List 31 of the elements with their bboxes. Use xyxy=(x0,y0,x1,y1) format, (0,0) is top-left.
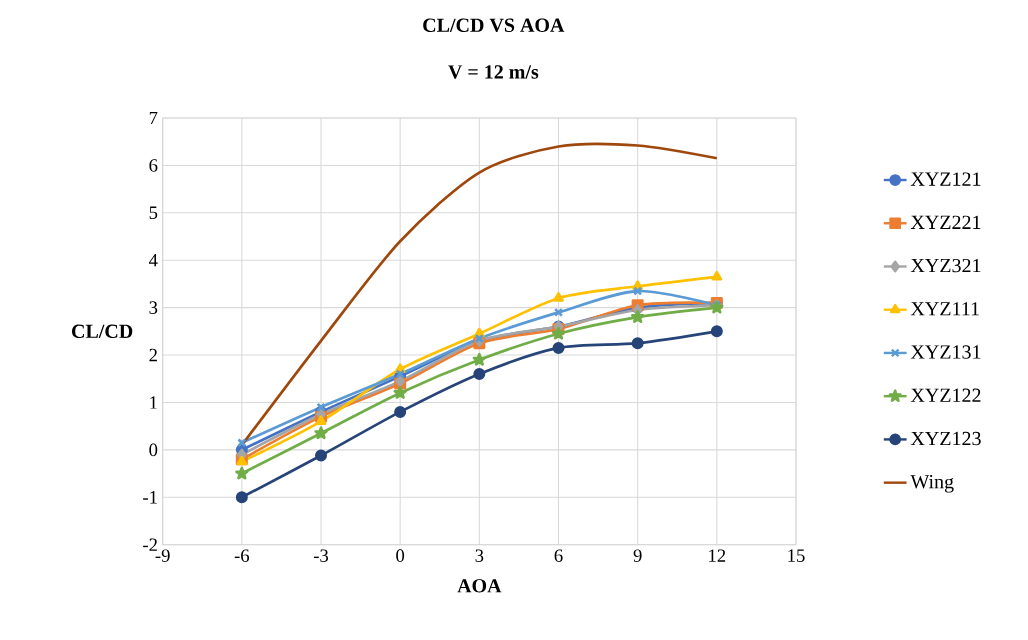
y-tick-label: 0 xyxy=(149,443,158,457)
chart-subtitle: V = 12 m/s xyxy=(448,65,539,79)
x-tick-label: 9 xyxy=(633,549,642,562)
y-tick-label: -1 xyxy=(143,491,157,504)
legend-label: XYZ221 xyxy=(910,215,981,229)
y-axis-title: CL/CD xyxy=(72,324,133,339)
x-tick-label: 15 xyxy=(788,549,805,562)
legend-label: XYZ121 xyxy=(910,172,981,186)
y-tick-label: 5 xyxy=(149,206,158,220)
legend-label: XYZ111 xyxy=(910,302,979,316)
y-tick-label: 3 xyxy=(149,301,158,314)
x-tick-label: 12 xyxy=(709,549,726,562)
y-tick-label: 7 xyxy=(149,111,158,125)
x-tick-label: -9 xyxy=(155,549,170,562)
y-tick-label: -2 xyxy=(143,538,157,551)
y-tick-label: 6 xyxy=(149,159,158,172)
legend-label: Wing xyxy=(910,475,954,493)
legend-label: XYZ131 xyxy=(910,345,981,359)
x-tick-label: 6 xyxy=(554,549,563,562)
y-tick-label: 4 xyxy=(148,254,158,267)
y-tick-label: 2 xyxy=(149,348,157,362)
x-tick-label: -6 xyxy=(234,549,250,562)
x-tick-label: 0 xyxy=(396,549,405,562)
legend-label: XYZ122 xyxy=(910,388,981,402)
x-tick-label: 3 xyxy=(475,549,484,562)
chart-title: CL/CD VS AOA xyxy=(423,18,565,33)
x-axis-title: AOA xyxy=(457,579,502,593)
y-tick-label: 1 xyxy=(150,396,157,409)
legend-label: XYZ123 xyxy=(910,431,981,446)
x-tick-label: -3 xyxy=(313,549,329,562)
legend-label: XYZ321 xyxy=(910,258,981,273)
